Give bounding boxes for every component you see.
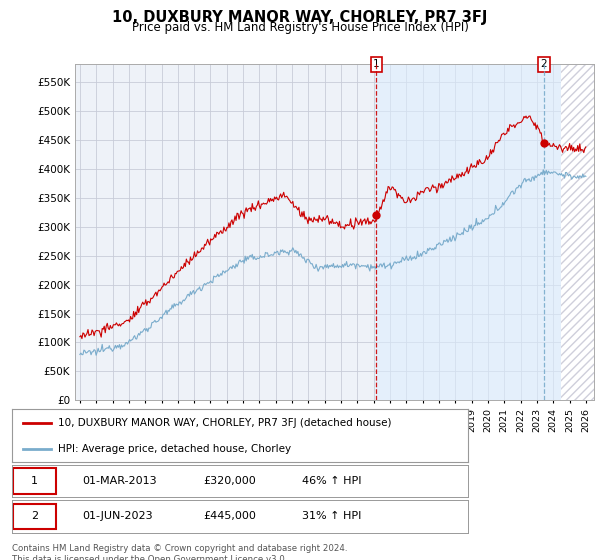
Text: HPI: Average price, detached house, Chorley: HPI: Average price, detached house, Chor… [58,444,291,454]
Text: 31% ↑ HPI: 31% ↑ HPI [302,511,361,521]
Text: £320,000: £320,000 [203,476,256,486]
Bar [562,64,594,400]
Bar [562,64,594,400]
Text: 1: 1 [31,476,38,486]
Text: £445,000: £445,000 [203,511,256,521]
Text: 2: 2 [31,511,38,521]
Text: 10, DUXBURY MANOR WAY, CHORLEY, PR7 3FJ (detached house): 10, DUXBURY MANOR WAY, CHORLEY, PR7 3FJ … [58,418,391,428]
Text: Price paid vs. HM Land Registry's House Price Index (HPI): Price paid vs. HM Land Registry's House … [131,21,469,34]
FancyBboxPatch shape [13,503,56,529]
Text: 10, DUXBURY MANOR WAY, CHORLEY, PR7 3FJ: 10, DUXBURY MANOR WAY, CHORLEY, PR7 3FJ [112,10,488,25]
Text: Contains HM Land Registry data © Crown copyright and database right 2024.
This d: Contains HM Land Registry data © Crown c… [12,544,347,560]
FancyBboxPatch shape [13,468,56,494]
Text: 1: 1 [373,59,380,69]
Text: 01-MAR-2013: 01-MAR-2013 [83,476,157,486]
Text: 46% ↑ HPI: 46% ↑ HPI [302,476,361,486]
Bar [376,64,562,400]
Text: 01-JUN-2023: 01-JUN-2023 [83,511,154,521]
Text: 2: 2 [541,59,547,69]
